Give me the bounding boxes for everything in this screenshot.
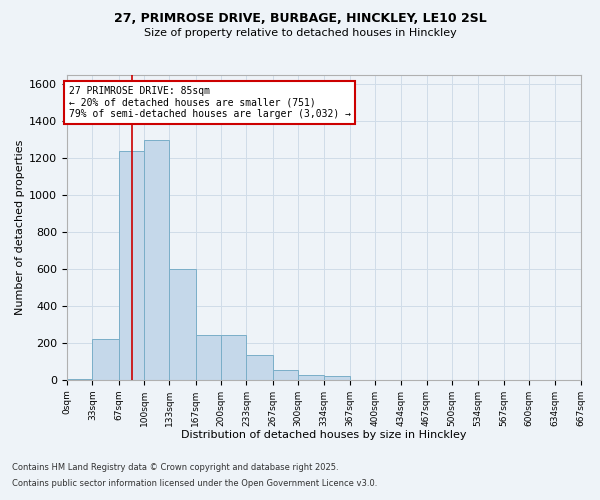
Bar (221, 336, 247, 380)
Bar (119, 150, 144, 380)
Text: Size of property relative to detached houses in Hinckley: Size of property relative to detached ho… (143, 28, 457, 38)
Bar (272, 370, 298, 380)
Text: 27, PRIMROSE DRIVE, BURBAGE, HINCKLEY, LE10 2SL: 27, PRIMROSE DRIVE, BURBAGE, HINCKLEY, L… (113, 12, 487, 26)
Bar (247, 355, 272, 380)
Y-axis label: Number of detached properties: Number of detached properties (15, 140, 25, 315)
Bar (196, 336, 221, 380)
Bar (67, 379, 92, 380)
X-axis label: Distribution of detached houses by size in Hinckley: Distribution of detached houses by size … (181, 430, 467, 440)
Bar (324, 376, 350, 380)
Bar (92, 339, 119, 380)
Bar (298, 375, 324, 380)
Text: Contains public sector information licensed under the Open Government Licence v3: Contains public sector information licen… (12, 478, 377, 488)
Bar (144, 140, 169, 380)
Text: 27 PRIMROSE DRIVE: 85sqm
← 20% of detached houses are smaller (751)
79% of semi-: 27 PRIMROSE DRIVE: 85sqm ← 20% of detach… (68, 86, 350, 120)
Text: Contains HM Land Registry data © Crown copyright and database right 2025.: Contains HM Land Registry data © Crown c… (12, 464, 338, 472)
Bar (169, 269, 196, 380)
